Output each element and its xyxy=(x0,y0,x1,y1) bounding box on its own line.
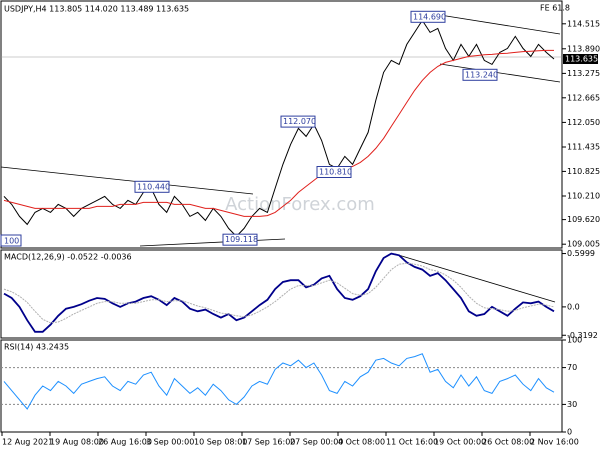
annotation-box xyxy=(280,115,316,128)
trend-line xyxy=(439,14,561,35)
y-tick-label: 110.210 xyxy=(567,192,600,201)
y-tick-label: 0 xyxy=(567,428,572,437)
x-tick-label: 10 Sep 08:00 xyxy=(194,438,247,447)
annotation: 109.118 xyxy=(225,235,258,244)
panel-title: MACD(12,26,9) -0.0522 -0.0036 xyxy=(4,253,132,262)
rsi-panel xyxy=(0,339,563,433)
y-tick-label: 110.825 xyxy=(567,167,600,176)
last-price-box xyxy=(563,54,598,64)
panel-title: RSI(14) 43.2435 xyxy=(4,343,69,352)
y-tick-label: 113.275 xyxy=(567,69,600,78)
x-tick-label: 17 Sep 16:00 xyxy=(242,438,295,447)
price-panel xyxy=(0,0,563,249)
y-tick-label: 112.665 xyxy=(567,93,600,102)
annotation: 110.440 xyxy=(137,182,170,191)
y-tick-label: 109.620 xyxy=(567,215,600,224)
fe-label: FE 61.8 xyxy=(540,4,570,13)
annotation-box xyxy=(134,180,170,193)
annotation: 113.240 xyxy=(465,70,498,79)
y-tick-label: 100 xyxy=(567,336,582,345)
panel-title: USDJPY,H4 113.805 114.020 113.489 113.63… xyxy=(4,5,189,14)
x-tick-label: 26 Oct 08:00 xyxy=(482,438,534,447)
annotation: 112.070 xyxy=(283,117,316,126)
x-tick-label: 11 Oct 16:00 xyxy=(386,438,438,447)
y-tick-label: 114.515 xyxy=(567,19,600,28)
annotation-box xyxy=(316,166,352,178)
trend-line xyxy=(0,166,254,195)
x-tick-label: 12 Aug 2021 xyxy=(2,438,53,447)
annotation: 100 xyxy=(4,237,19,246)
series-line xyxy=(3,19,555,238)
x-tick-label: 27 Sep 00:00 xyxy=(290,438,343,447)
y-tick-label: 112.050 xyxy=(567,118,600,127)
macd-panel xyxy=(0,249,563,339)
annotation-box xyxy=(0,234,22,247)
annotation-box xyxy=(462,68,498,81)
annotation: 110.810 xyxy=(319,168,352,177)
x-tick-label: 19 Oct 00:00 xyxy=(434,438,486,447)
x-tick-label: 2 Nov 16:00 xyxy=(530,438,579,447)
x-tick-label: 3 Sep 00:00 xyxy=(146,438,194,447)
watermark: ActionForex.com xyxy=(225,194,375,215)
x-tick-label: 4 Oct 08:00 xyxy=(338,438,385,447)
series-line xyxy=(3,49,554,217)
y-tick-label: 0.5999 xyxy=(567,249,595,258)
y-tick-label: 111.435 xyxy=(567,143,600,152)
trend-line xyxy=(439,63,561,83)
series-line xyxy=(3,252,555,333)
x-tick-label: 26 Aug 16:00 xyxy=(98,438,152,447)
series-line xyxy=(3,262,555,324)
trend-line xyxy=(394,253,556,303)
y-tick-label: 0.0 xyxy=(567,302,580,311)
y-tick-label: 30 xyxy=(567,400,577,409)
series-line xyxy=(3,353,555,410)
y-tick-label: -0.3192 xyxy=(567,331,598,340)
annotation-box xyxy=(222,233,258,246)
annotation: 114.690 xyxy=(413,12,446,21)
y-tick-label: 70 xyxy=(567,363,577,372)
last-price-label: 113.635 xyxy=(565,55,598,64)
trend-line xyxy=(139,238,286,247)
annotation-box xyxy=(410,10,446,23)
x-tick-label: 19 Aug 08:00 xyxy=(50,438,104,447)
y-tick-label: 109.005 xyxy=(567,240,600,249)
y-tick-label: 113.890 xyxy=(567,44,600,53)
